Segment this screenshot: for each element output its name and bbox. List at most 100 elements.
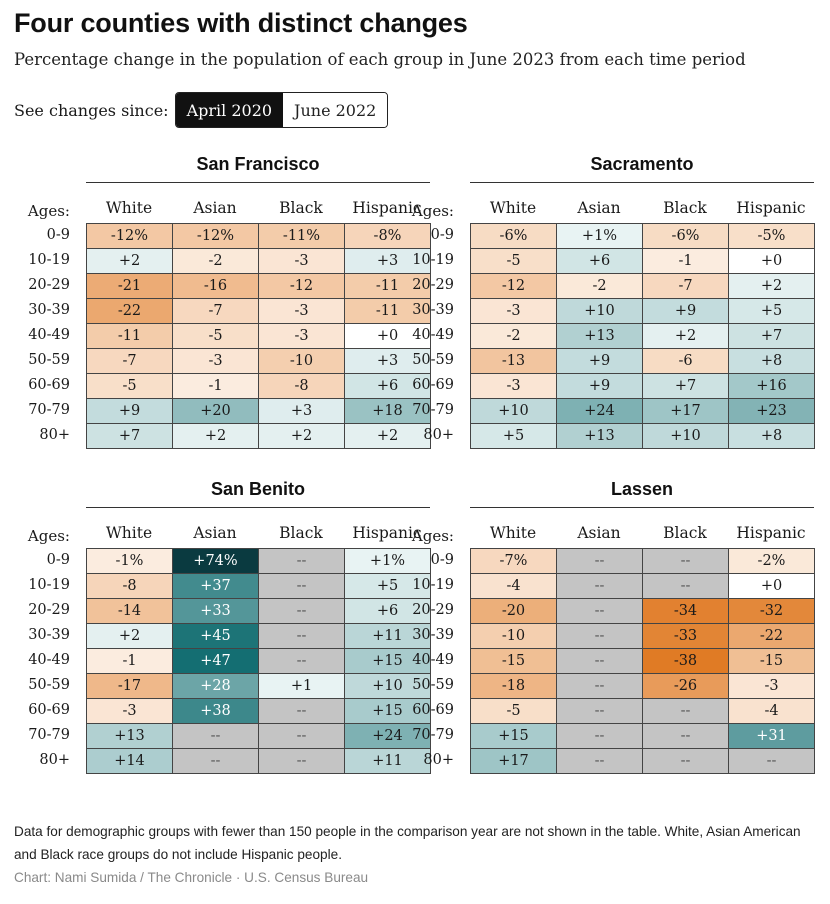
age-group-label: 30-39 [412,627,454,643]
heatmap-cell: +7 [643,374,729,399]
heatmap-cell: -- [557,674,643,699]
heatmap-cell: +24 [345,724,431,749]
heatmap-cell: +11 [345,624,431,649]
heatmap-cell: -3 [729,674,815,699]
heatmap-cell: +5 [729,299,815,324]
heatmap-cell: -12% [87,224,173,249]
heatmap-cell: +2 [87,624,173,649]
heatmap-cell: +0 [729,574,815,599]
heatmap-cell: +24 [557,399,643,424]
heatmap-cell: -1% [87,549,173,574]
heatmap-cell: +6 [557,249,643,274]
heatmap-cell: +13 [557,324,643,349]
heatmap-cell: -- [259,574,345,599]
column-header-asian: Asian [577,524,621,542]
heatmap-cell: -6% [643,224,729,249]
heatmap-cell: +31 [729,724,815,749]
heatmap-cell: -7 [173,299,259,324]
heatmap-cell: -- [557,624,643,649]
heatmap-cell: +15 [345,649,431,674]
heatmap-cell: +38 [173,699,259,724]
heatmap-cell: -20 [471,599,557,624]
heatmap-cell: -12 [471,274,557,299]
heatmap-cell: -- [259,649,345,674]
heatmap-cell: -18 [471,674,557,699]
heatmap-grid: -12% -12% -11% -8% +2 -2 -3 +3 -21 -16 -12 -11 -22 -7… [86,223,431,449]
period-toggle-row: See changes since: April 2020 June 2022 [14,92,389,128]
source-credit: Chart: Nami Sumida / The Chronicle · U.S… [14,870,369,885]
column-header-black: Black [279,524,323,542]
heatmap-cell: -- [259,749,345,774]
heatmap-cell: -17 [87,674,173,699]
heatmap-cell: -- [557,549,643,574]
age-group-label: 60-69 [28,702,70,718]
column-header-white: White [105,524,153,542]
heatmap-cell: -3 [259,324,345,349]
footnote: Data for demographic groups with fewer t… [14,824,801,862]
heatmap-cell: +9 [87,399,173,424]
heatmap-cell: +10 [643,424,729,449]
age-group-label: 20-29 [412,277,454,293]
column-header-hispanic: Hispanic [352,199,422,217]
heatmap-cell: -- [643,724,729,749]
heatmap-cell: +45 [173,624,259,649]
heatmap-cell: -- [259,724,345,749]
heatmap-cell: -21 [87,274,173,299]
heatmap-cell: -33 [643,624,729,649]
heatmap-cell: +2 [173,424,259,449]
age-group-label: 70-79 [28,727,70,743]
age-group-label: 80+ [423,752,454,768]
heatmap-cell: -6 [643,349,729,374]
heatmap-cell: -3 [173,349,259,374]
age-group-label: 70-79 [28,402,70,418]
heatmap-cell: -2 [557,274,643,299]
heatmap-cell: -4 [729,699,815,724]
heatmap-cell: +20 [173,399,259,424]
heatmap-cell: -13 [471,349,557,374]
heatmap-cell: +3 [345,349,431,374]
heatmap-cell: -32 [729,599,815,624]
age-group-label: 0-9 [46,552,70,568]
heatmap-cell: -6% [471,224,557,249]
column-header-black: Black [663,199,707,217]
age-group-label: 30-39 [412,302,454,318]
heatmap-cell: -3 [471,374,557,399]
panel-sacramento: Sacramento Ages: White Asian Black Hispanic -6… [384,150,815,450]
heatmap-cell: -7 [87,349,173,374]
age-group-label: 60-69 [412,377,454,393]
chart-title: Four counties with distinct changes [14,8,468,38]
heatmap-cell: +6 [345,374,431,399]
heatmap-cell: +3 [259,399,345,424]
heatmap-cell: -11 [345,299,431,324]
heatmap-cell: -- [259,699,345,724]
heatmap-cell: +8 [729,424,815,449]
age-group-label: 30-39 [28,302,70,318]
age-group-label: 20-29 [28,277,70,293]
heatmap-grid: -7% -- -- -2% -4 -- -- +0 -20 -- -34 -32 -10 -- -33 -22… [470,548,815,774]
panel-title-rule [470,507,814,508]
column-header-white: White [105,199,153,217]
heatmap-cell: +18 [345,399,431,424]
heatmap-cell: +15 [345,699,431,724]
heatmap-cell: +74% [173,549,259,574]
heatmap-cell: +2 [643,324,729,349]
heatmap-cell: -- [729,749,815,774]
heatmap-cell: -2 [173,249,259,274]
heatmap-cell: +2 [345,424,431,449]
panel-san-francisco: San Francisco Ages: White Asian Black Hispani… [0,150,431,450]
heatmap-cell: -15 [471,649,557,674]
toggle-june-2022-button[interactable]: June 2022 [283,93,388,127]
heatmap-cell: -12 [259,274,345,299]
heatmap-cell: -16 [173,274,259,299]
age-group-label: 40-49 [412,327,454,343]
panel-title: San Benito [210,479,305,499]
heatmap-cell: +28 [173,674,259,699]
panel-lassen: Lassen Ages: White Asian Black Hispanic -7% -- -… [384,475,815,775]
heatmap-cell: +3 [345,249,431,274]
heatmap-cell: -3 [87,699,173,724]
heatmap-cell: +10 [345,674,431,699]
heatmap-cell: -34 [643,599,729,624]
age-group-label: 0-9 [46,227,70,243]
heatmap-cell: +13 [87,724,173,749]
toggle-april-2020-button[interactable]: April 2020 [175,93,284,127]
